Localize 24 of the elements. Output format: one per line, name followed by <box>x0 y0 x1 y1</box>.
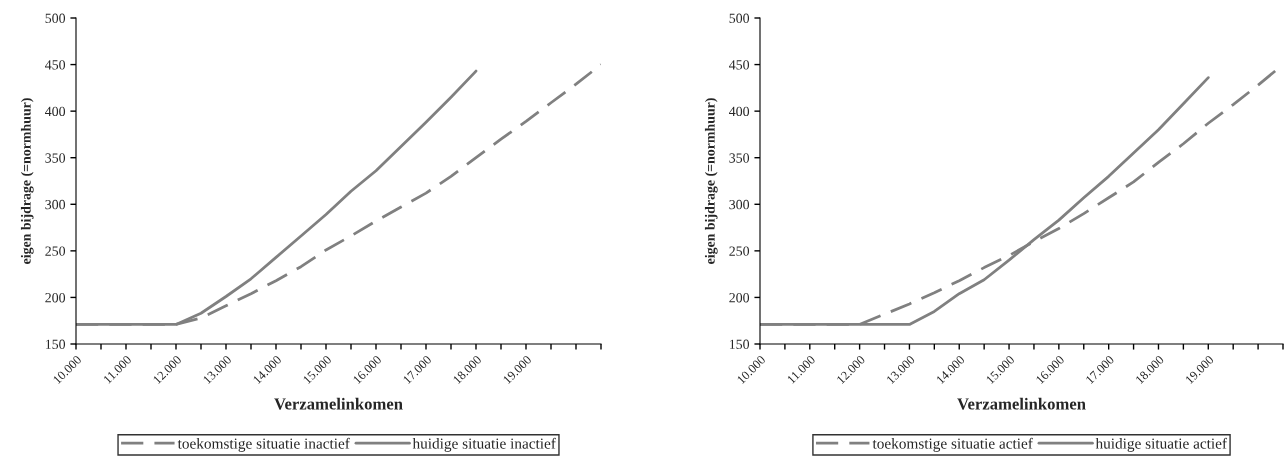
y-tick-label: 250 <box>729 246 750 256</box>
y-tick-label: 400 <box>729 106 750 117</box>
y-tick-label: 150 <box>729 339 750 349</box>
y-tick-label: 500 <box>729 13 750 23</box>
y-tick-label: 300 <box>45 199 66 210</box>
y-tick-label: 350 <box>729 153 750 163</box>
y-tick-label: 400 <box>45 106 66 117</box>
y-tick-label: 500 <box>45 13 66 23</box>
legend-label: toekomstige situatie actief <box>872 437 1033 452</box>
legend-label: toekomstige situatie inactief <box>177 437 350 452</box>
y-tick-label: 150 <box>45 339 66 349</box>
y-tick-label: 350 <box>45 153 66 163</box>
y-axis-title: eigen bijdrage (=normhuur) <box>704 98 718 264</box>
x-axis-title: Verzamelinkomen <box>274 397 403 410</box>
x-axis-title: Verzamelinkomen <box>957 397 1086 410</box>
y-tick-label: 300 <box>729 199 750 210</box>
y-tick-label: 250 <box>45 246 66 256</box>
y-tick-label: 200 <box>729 293 750 303</box>
y-axis-title: eigen bijdrage (=normhuur) <box>20 98 34 264</box>
y-tick-label: 450 <box>729 60 750 70</box>
y-tick-label: 450 <box>45 60 66 70</box>
legend-label: huidige situatie actief <box>1095 437 1228 452</box>
y-tick-label: 200 <box>45 293 66 303</box>
legend-label: huidige situatie inactief <box>412 437 556 452</box>
